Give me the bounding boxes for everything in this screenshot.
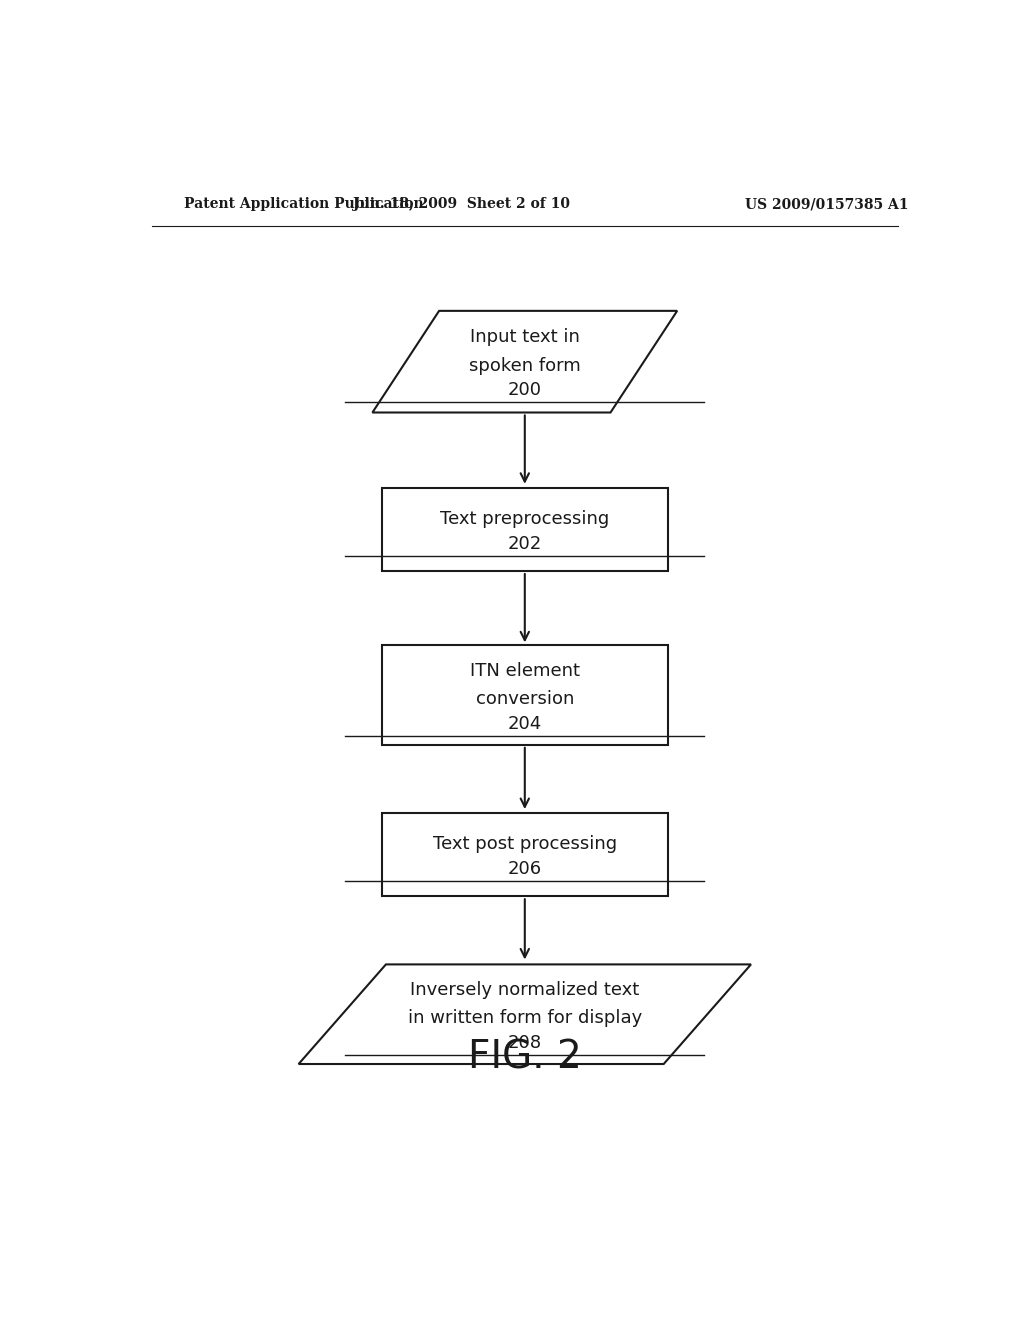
Bar	[382, 645, 668, 744]
Text: Text post processing: Text post processing	[433, 836, 616, 854]
Text: 204: 204	[508, 714, 542, 733]
Text: Patent Application Publication: Patent Application Publication	[183, 197, 423, 211]
Text: Jun. 18, 2009  Sheet 2 of 10: Jun. 18, 2009 Sheet 2 of 10	[353, 197, 569, 211]
Text: Input text in: Input text in	[470, 329, 580, 346]
Text: ITN element: ITN element	[470, 661, 580, 680]
Text: in written form for display: in written form for display	[408, 1010, 642, 1027]
Text: conversion: conversion	[475, 690, 574, 708]
Polygon shape	[373, 312, 677, 412]
Text: US 2009/0157385 A1: US 2009/0157385 A1	[744, 197, 908, 211]
Text: FIG. 2: FIG. 2	[468, 1039, 582, 1077]
Bar	[382, 813, 668, 896]
Text: Inversely normalized text: Inversely normalized text	[411, 981, 639, 999]
Text: 208: 208	[508, 1034, 542, 1052]
Text: 200: 200	[508, 381, 542, 399]
Text: 202: 202	[508, 535, 542, 553]
Text: Text preprocessing: Text preprocessing	[440, 511, 609, 528]
Bar	[382, 487, 668, 572]
Text: spoken form: spoken form	[469, 356, 581, 375]
Text: 206: 206	[508, 859, 542, 878]
Polygon shape	[299, 965, 751, 1064]
